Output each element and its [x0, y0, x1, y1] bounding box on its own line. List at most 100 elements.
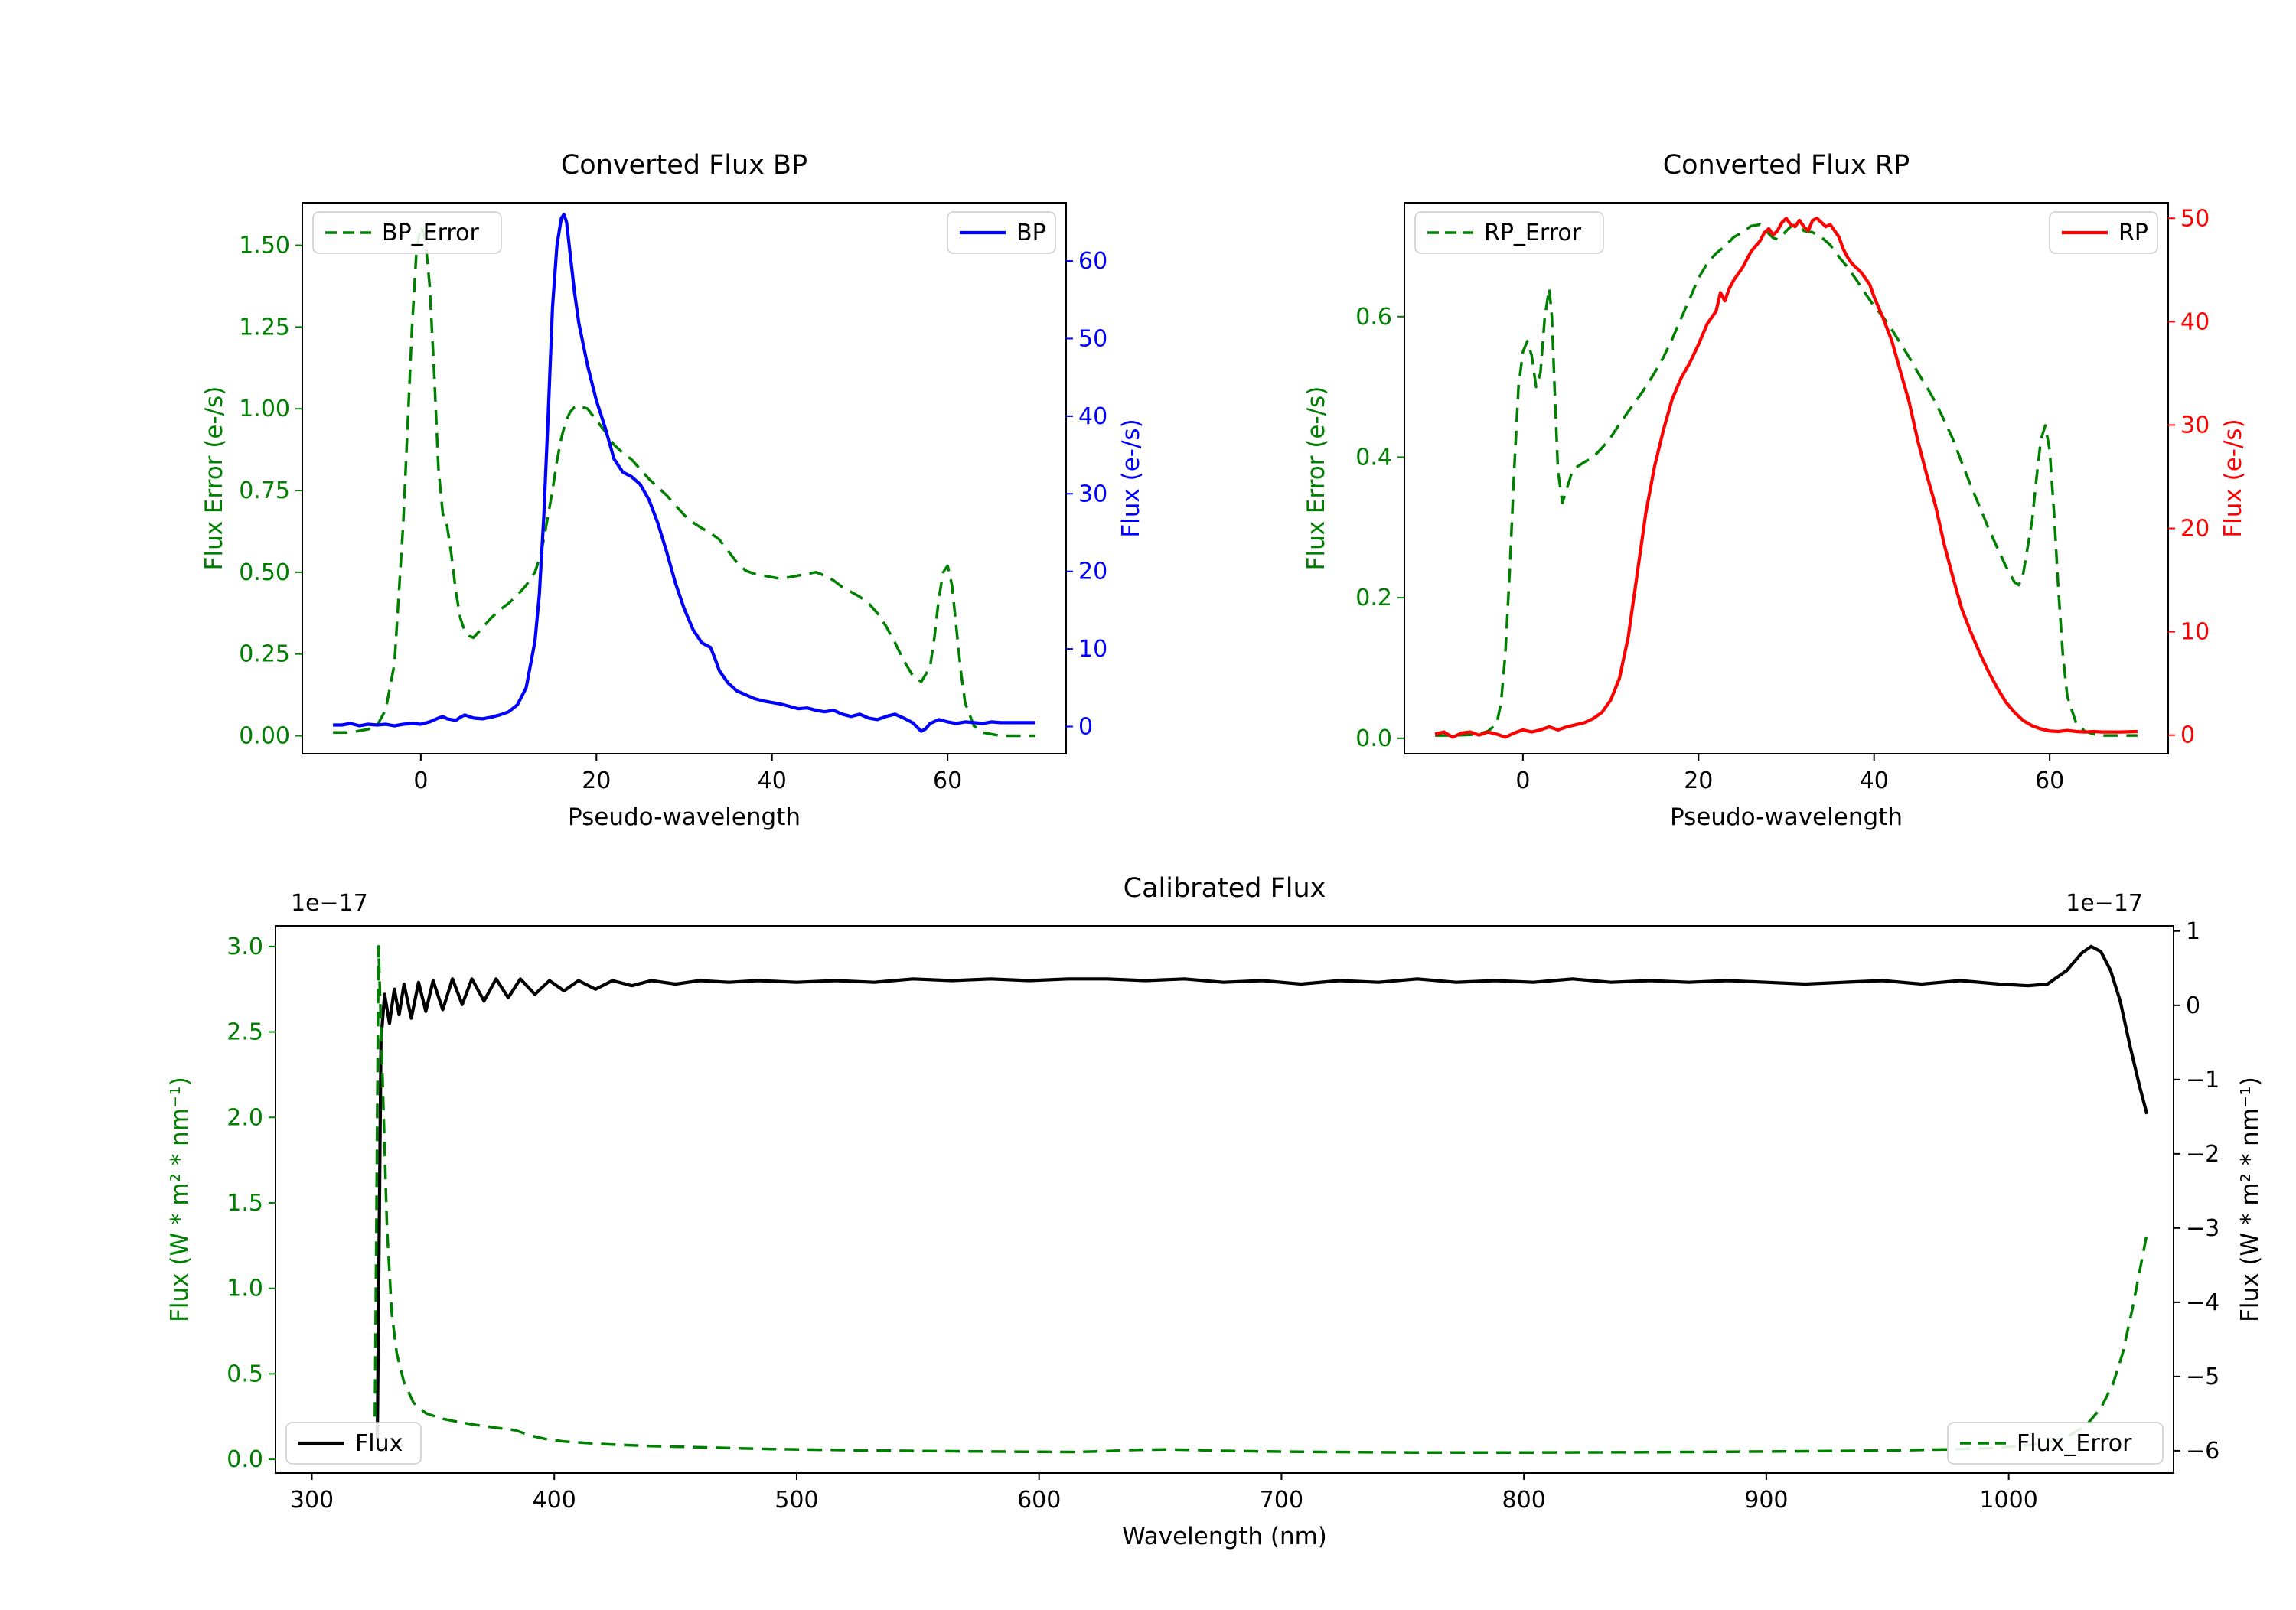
right-tick-label: 30 [1078, 481, 1107, 507]
right-tick-label: 50 [1078, 325, 1107, 352]
right-tick-label: 30 [2180, 412, 2210, 438]
axes-frame [1404, 202, 2169, 754]
left-y-axis-label: Flux Error (e-/s) [201, 386, 228, 571]
left-tick-label: 1.5 [227, 1190, 263, 1217]
left-tick-label: 2.0 [227, 1104, 263, 1131]
right-tick-label: −6 [2186, 1438, 2219, 1465]
left-tick-label: 0.0 [227, 1446, 263, 1473]
legend-label: Flux_Error [2017, 1430, 2132, 1457]
series-line-rp_error [1435, 223, 2138, 737]
x-tick-label: 20 [582, 768, 611, 794]
legend-flux: Flux [285, 1422, 422, 1465]
chart-calibrated-flux: 300 400 500 600 700 800 900 1000 0.0 0.5 1.0 1.5 2.0… [0, 865, 2296, 1607]
x-tick-label: 600 [1017, 1487, 1061, 1514]
legend-label: BP [1016, 220, 1046, 246]
chart-title: Calibrated Flux [1124, 873, 1326, 904]
legend-rp_error: RP_Error [1414, 211, 1604, 254]
right-tick-label: 50 [2180, 205, 2210, 232]
right-axis-offset-text: 1e−17 [2066, 890, 2143, 917]
right-tick-label: 40 [2180, 308, 2210, 335]
right-tick-label: 20 [2180, 516, 2210, 543]
legend-bp: BP [947, 211, 1056, 254]
legend-box [285, 1422, 422, 1465]
x-tick-label: 40 [758, 768, 787, 794]
chart-converted-flux-rp: 0 20 40 60 0.0 0.2 0.4 0.6 0 10 20 30 40 50 Converted … [1148, 0, 2296, 865]
left-tick-label: 0.50 [239, 559, 290, 586]
x-tick-label: 700 [1260, 1487, 1303, 1514]
right-tick-label: −4 [2186, 1289, 2219, 1316]
legend-bp_error: BP_Error [312, 211, 502, 254]
left-tick-label: 1.00 [239, 396, 290, 422]
x-tick-label: 900 [1744, 1487, 1788, 1514]
left-y-axis-label: Flux Error (e-/s) [1303, 386, 1330, 571]
left-tick-label: 0.5 [227, 1361, 263, 1387]
x-tick-label: 60 [2035, 768, 2064, 794]
x-tick-label: 0 [413, 768, 428, 794]
legend-box [1414, 211, 1604, 254]
legend-flux_error: Flux_Error [1947, 1422, 2164, 1465]
right-tick-label: 20 [1078, 559, 1107, 585]
left-tick-label: 0.4 [1355, 444, 1392, 471]
right-tick-label: −1 [2186, 1067, 2219, 1093]
left-tick-label: 1.25 [239, 314, 290, 341]
x-tick-label: 60 [933, 768, 962, 794]
right-tick-label: −2 [2186, 1141, 2219, 1168]
left-tick-label: 0.2 [1355, 585, 1392, 611]
legend-rp: RP [2049, 211, 2158, 254]
left-tick-label: 1.0 [227, 1276, 263, 1302]
axes-frame [302, 202, 1067, 754]
x-tick-label: 0 [1515, 768, 1530, 794]
left-y-axis-label: Flux (W * m² * nm⁻¹) [166, 1077, 194, 1322]
chart-title: Converted Flux BP [561, 150, 807, 181]
x-tick-label: 300 [290, 1487, 334, 1514]
legend-label: Flux [355, 1430, 403, 1457]
axes-frame [275, 925, 2174, 1474]
right-tick-label: 1 [2186, 918, 2200, 945]
right-tick-label: 10 [2180, 619, 2210, 646]
x-tick-label: 400 [533, 1487, 576, 1514]
x-axis-label: Pseudo-wavelength [1670, 803, 1903, 831]
legend-label: RP_Error [1484, 220, 1582, 246]
legend-box [1947, 1422, 2164, 1465]
right-y-axis-label: Flux (e-/s) [1117, 419, 1145, 537]
series-line-bp_error [333, 224, 1035, 738]
x-tick-label: 20 [1684, 768, 1713, 794]
left-tick-label: 0.6 [1355, 304, 1392, 331]
right-tick-label: 60 [1078, 248, 1107, 275]
right-tick-label: −3 [2186, 1215, 2219, 1242]
series-line-flux [375, 944, 2149, 1439]
right-tick-label: 0 [1078, 714, 1093, 741]
left-tick-label: 1.50 [239, 233, 290, 259]
x-axis-label: Wavelength (nm) [1122, 1523, 1327, 1550]
legend-label: BP_Error [382, 220, 479, 246]
series-line-bp [333, 213, 1035, 733]
chart-cal-svg: 300 400 500 600 700 800 900 1000 0.0 0.5 1.0 1.5 2.0… [166, 873, 2264, 1550]
left-tick-label: 0.25 [239, 641, 290, 668]
series-line-flux_error [373, 945, 2148, 1454]
chart-title: Converted Flux RP [1663, 150, 1910, 181]
left-tick-label: 0.00 [239, 722, 290, 749]
legend-label: RP [2118, 220, 2148, 246]
series-line-rp [1434, 217, 2138, 739]
legend-box [312, 211, 502, 254]
chart-rp-svg: 0 20 40 60 0.0 0.2 0.4 0.6 0 10 20 30 40 50 Converted … [1303, 150, 2247, 831]
right-y-axis-label: Flux (W * m² * nm⁻¹) [2236, 1077, 2264, 1322]
left-tick-label: 3.0 [227, 934, 263, 960]
chart-converted-flux-bp: 0 20 40 60 0.00 0.25 0.50 0.75 1.00 1.25 1.50 0 10 20… [0, 0, 1148, 865]
right-tick-label: 0 [2186, 992, 2200, 1019]
right-tick-label: 10 [1078, 636, 1107, 663]
left-axis-offset-text: 1e−17 [291, 890, 368, 917]
right-y-axis-label: Flux (e-/s) [2219, 419, 2247, 537]
x-tick-label: 500 [775, 1487, 818, 1514]
left-tick-label: 0.75 [239, 477, 290, 504]
right-tick-label: −5 [2186, 1364, 2219, 1390]
x-tick-label: 1000 [1979, 1487, 2037, 1514]
chart-bp-svg: 0 20 40 60 0.00 0.25 0.50 0.75 1.00 1.25 1.50 0 10 20… [201, 150, 1145, 831]
right-tick-label: 0 [2180, 722, 2195, 749]
left-tick-label: 2.5 [227, 1019, 263, 1046]
x-tick-label: 800 [1502, 1487, 1546, 1514]
right-tick-label: 40 [1078, 403, 1107, 430]
x-tick-label: 40 [1860, 768, 1889, 794]
left-tick-label: 0.0 [1355, 725, 1392, 752]
